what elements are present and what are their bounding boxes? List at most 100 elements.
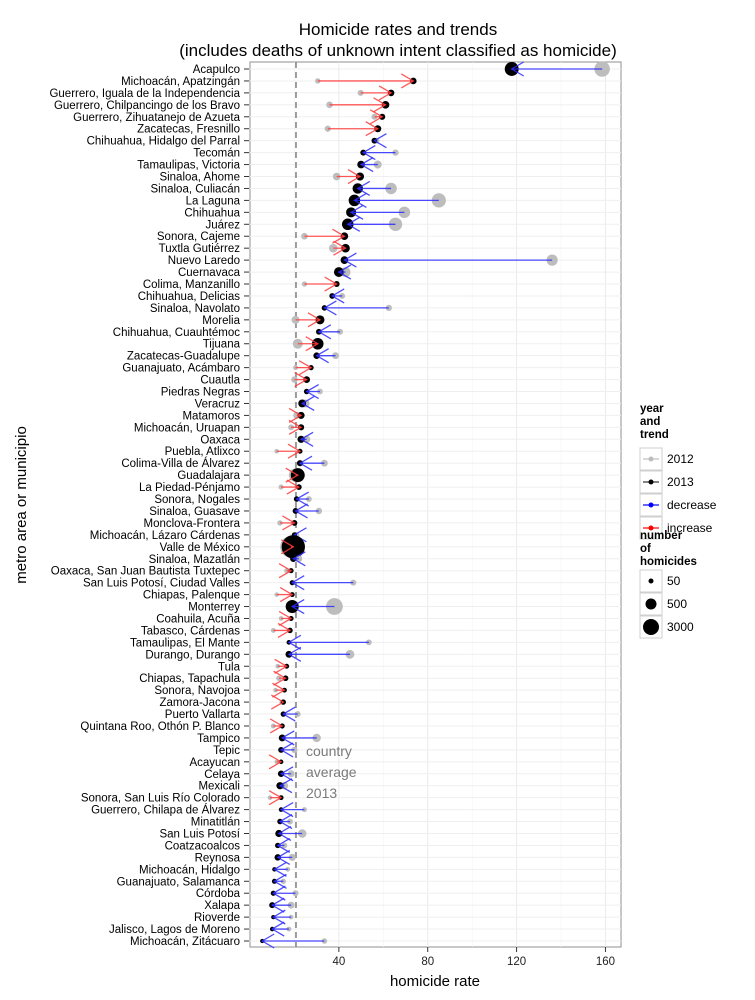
- row-marks: [274, 658, 290, 674]
- y-tick-label: Tula: [218, 661, 241, 673]
- y-tick-label: Mexicali: [198, 781, 240, 793]
- legend: year and trend 20122013decreaseincrease …: [639, 403, 717, 639]
- trend-arrowhead: [272, 682, 286, 698]
- y-tick-label: Piedras Negras: [161, 387, 241, 399]
- legend-trend-items: 2012 2013 decrease increase: [639, 447, 717, 540]
- row-marks: [315, 73, 417, 89]
- row-marks: [269, 897, 295, 913]
- row-marks: [346, 204, 411, 220]
- y-tick-label: Guanajuato, Salamanca: [117, 876, 241, 888]
- row-marks: [270, 622, 293, 638]
- y-tick-label: Colima-Villa de Álvarez: [121, 457, 240, 470]
- y-tick-label: Michoacán, Zitácuaro: [130, 936, 240, 948]
- row-marks: [301, 228, 349, 244]
- y-tick-label: San Luis Potosí: [159, 828, 240, 840]
- y-tick-label: Xalapa: [204, 900, 240, 912]
- trend-arrowhead: [288, 407, 303, 423]
- trend-arrowhead: [280, 539, 295, 555]
- trend-arrowhead: [400, 73, 415, 89]
- trend-arrowhead: [268, 754, 283, 770]
- trend-arrowhead: [287, 634, 302, 650]
- y-tick-label: Tepic: [213, 745, 240, 757]
- legend-size-item-3000: 3000: [639, 615, 694, 639]
- trend-arrowhead: [324, 276, 338, 292]
- trend-arrowhead: [278, 563, 293, 579]
- row-marks: [273, 670, 289, 686]
- row-marks: [352, 180, 397, 197]
- legend-label: 2012: [667, 452, 694, 466]
- y-tick-label: Minatitlán: [191, 817, 240, 829]
- row-marks: [293, 491, 312, 507]
- trend-arrowhead: [373, 97, 387, 113]
- legend-size-item-500: 500: [639, 592, 687, 616]
- row-marks: [276, 778, 293, 794]
- row-marks: [274, 587, 295, 603]
- trend-arrowhead: [332, 228, 346, 244]
- row-marks: [275, 837, 291, 853]
- trend-arrowhead: [294, 372, 308, 388]
- legend-label: 3000: [667, 620, 694, 634]
- point-2012: [350, 579, 357, 586]
- row-marks: [292, 336, 324, 352]
- y-tick-label: Coahuila, Acuña: [156, 613, 240, 625]
- y-tick-label: Valle de México: [160, 542, 240, 554]
- chart-marks: [260, 61, 610, 949]
- trend-arrowhead: [260, 933, 275, 949]
- row-marks: [369, 109, 386, 125]
- y-tick-label: Zacatecas, Fresnillo: [137, 124, 240, 136]
- trend-arrowhead: [299, 431, 314, 447]
- y-tick-label: Chihuahua, Delicias: [138, 291, 241, 303]
- y-tick-label: Sinaloa, Culiacán: [150, 183, 240, 195]
- legend-size-dot: [645, 598, 657, 610]
- row-marks: [504, 61, 610, 77]
- y-tick-label: Córdoba: [196, 888, 241, 900]
- trend-arrowhead: [294, 503, 308, 519]
- y-tick-label: Acapulco: [193, 64, 240, 76]
- point-2012: [321, 459, 328, 467]
- trend-arrowhead: [268, 790, 283, 806]
- chart-subtitle: (includes deaths of unknown intent class…: [179, 41, 617, 60]
- y-tick-label: Sonora, Nogales: [154, 494, 240, 506]
- trend-arrowhead: [305, 383, 319, 400]
- y-tick-label: Michoacán, Apatzingán: [121, 76, 240, 88]
- y-tick-label: Michoacán, Lázaro Cárdenas: [90, 530, 240, 542]
- row-marks: [274, 849, 296, 865]
- y-tick-label: Chihuahua, Hidalgo del Parral: [87, 136, 240, 148]
- trend-arrowhead: [282, 515, 296, 531]
- row-marks: [285, 598, 343, 615]
- legend-label: increase: [667, 521, 713, 535]
- trend-arrowhead: [273, 670, 287, 686]
- legend-size-title-2: of: [640, 543, 651, 555]
- y-tick-label: Colima, Manzanillo: [143, 279, 240, 291]
- y-tick-label: Sinaloa, Guasave: [149, 506, 240, 518]
- y-tick-label: Monclova-Frontera: [143, 518, 240, 530]
- y-tick-label: Jalisco, Lagos de Moreno: [109, 924, 240, 936]
- row-marks: [357, 85, 395, 101]
- y-tick-label: Guerrero, Chilapa de Álvarez: [91, 804, 240, 817]
- y-tick-label: Coatzacoalcos: [165, 840, 241, 852]
- y-tick-label: Tamaulipas, Victoria: [137, 160, 240, 172]
- y-tick-label: Tecomán: [193, 148, 240, 160]
- y-tick-label: Sonora, Navojoa: [154, 685, 240, 697]
- y-tick-label: Guanajuato, Acámbaro: [122, 363, 240, 375]
- y-tick-label: Michoacán, Uruapan: [134, 422, 240, 434]
- plot-panel: [249, 61, 622, 948]
- row-marks: [288, 407, 305, 423]
- row-marks: [298, 395, 315, 412]
- row-marks: [296, 455, 328, 471]
- row-marks: [278, 802, 307, 818]
- trend-arrowhead: [279, 587, 294, 603]
- legend-label: 500: [667, 597, 687, 611]
- trend-arrowhead: [290, 598, 305, 615]
- y-tick-label: Guerrero, Iguala de la Independencia: [49, 88, 240, 100]
- trend-arrowhead: [279, 766, 294, 782]
- x-tick-label: 40: [332, 956, 345, 968]
- legend-size-dot: [643, 619, 659, 635]
- row-marks: [301, 276, 340, 292]
- y-tick-label: Nuevo Laredo: [168, 255, 240, 267]
- x-tick-label: 160: [596, 956, 615, 968]
- row-marks: [278, 730, 321, 746]
- y-tick-label: Monterrey: [188, 602, 240, 614]
- trend-arrowhead: [295, 491, 309, 507]
